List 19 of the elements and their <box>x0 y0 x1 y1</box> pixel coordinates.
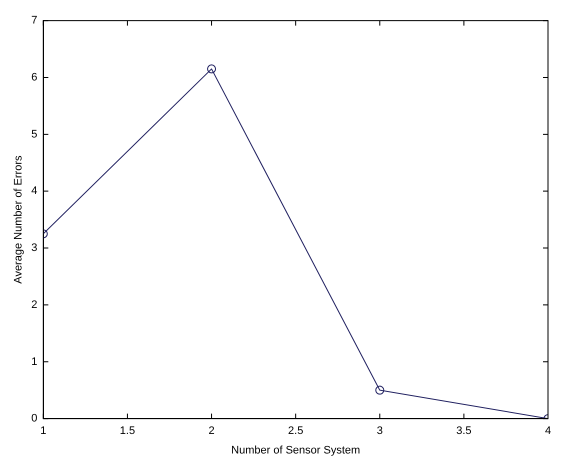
x-axis-title: Number of Sensor System <box>231 444 360 456</box>
y-tick-label: 6 <box>31 71 38 84</box>
x-tick-label: 2.5 <box>288 425 304 438</box>
x-tick-label: 2 <box>208 425 215 438</box>
y-tick-label: 1 <box>31 356 38 368</box>
y-tick-label: 3 <box>31 242 38 254</box>
point <box>207 64 216 74</box>
y-tick-label: 0 <box>31 412 38 425</box>
x-tick-label: 1.5 <box>120 425 136 438</box>
y-tick-label: 2 <box>31 298 38 311</box>
y-tick-label: 7 <box>31 14 38 27</box>
y-tick-label: 4 <box>31 185 38 198</box>
y-tick-label: 5 <box>31 128 38 140</box>
x-tick-label: 3.5 <box>456 425 472 438</box>
y-axis-title: Average Number of Errors <box>12 155 25 284</box>
x-tick-label: 4 <box>544 425 552 438</box>
point <box>375 386 384 395</box>
x-tick-label: 1 <box>40 425 46 438</box>
x-tick-label: 3 <box>376 425 383 438</box>
